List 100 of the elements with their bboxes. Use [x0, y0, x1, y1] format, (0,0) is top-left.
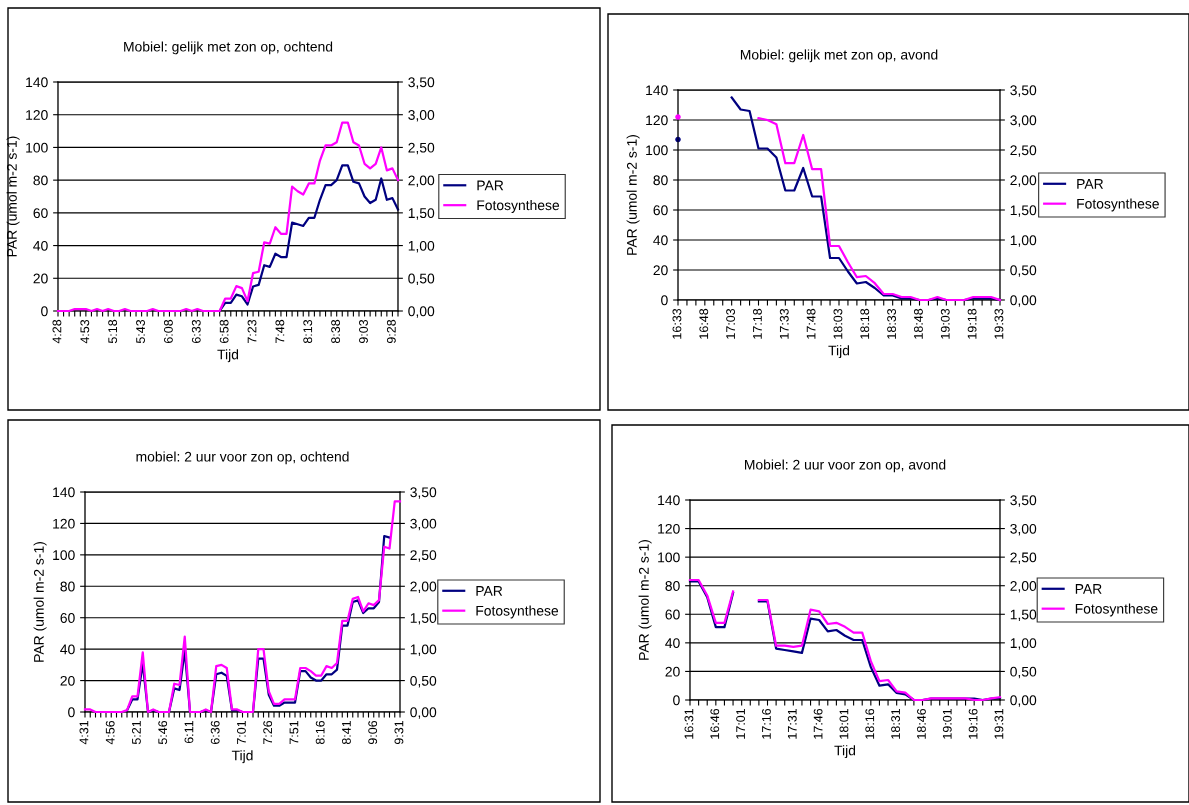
x-axis-title: Tijd: [828, 345, 850, 359]
y-tick-label: 0: [68, 707, 75, 718]
chart-title: Mobiel: 2 uur voor zon op, avond: [745, 459, 946, 473]
y2-tick-label: 1,00: [408, 240, 435, 253]
y2-tick-label: 3,50: [1010, 85, 1037, 97]
y2-tick-label: 3,50: [1010, 495, 1037, 507]
y-tick-label: 100: [53, 550, 75, 561]
y2-tick-label: 1,50: [410, 613, 437, 625]
y-tick-label: 20: [653, 265, 668, 276]
x-tick-label: 18:46: [917, 708, 926, 739]
y-tick-label: 40: [33, 240, 48, 251]
x-tick-label: 19:01: [942, 708, 952, 739]
x-tick-label: 6:11: [184, 720, 194, 744]
x-tick-label: 8:16: [315, 720, 325, 745]
y-axis-title: PAR (umol m-2 s-1): [6, 136, 20, 257]
x-tick-label: 6:33: [191, 319, 201, 344]
x-tick-label: 18:31: [891, 708, 901, 739]
x-tick-label: 17:18: [753, 308, 762, 339]
y-tick-label: 0: [661, 295, 668, 306]
chart-title: mobiel: 2 uur voor zon op, ochtend: [136, 451, 349, 465]
x-tick-label: 8:13: [303, 319, 313, 344]
x-tick-label: 7:26: [263, 720, 273, 745]
x-tick-label: 17:48: [806, 308, 816, 339]
y-axis-title: PAR (umol m-2 s-1): [626, 135, 640, 255]
x-tick-label: 6:58: [219, 319, 229, 344]
y-axis-title: PAR (umol m-2 s-1): [33, 542, 47, 662]
y-tick-label: 120: [26, 110, 48, 120]
y-tick-label: 20: [665, 666, 680, 677]
y2-tick-label: 1,00: [410, 644, 437, 656]
legend-label: Fotosynthese: [476, 605, 559, 619]
y-tick-label: 100: [26, 142, 48, 153]
y-tick-label: 140: [53, 487, 75, 498]
y2-tick-label: 2,00: [410, 581, 437, 594]
y2-tick-label: 2,50: [1010, 552, 1037, 564]
x-axis-title: Tijd: [231, 750, 253, 764]
y-tick-label: 20: [60, 675, 75, 686]
y2-tick-label: 0,50: [1010, 666, 1037, 679]
y2-tick-label: 1,50: [1010, 609, 1037, 622]
x-tick-label: 7:23: [247, 319, 257, 344]
x-tick-label: 4:28: [52, 319, 62, 344]
y-tick-label: 120: [646, 115, 668, 126]
x-tick-label: 7:48: [275, 319, 285, 344]
legend-label: Fotosynthese: [1075, 603, 1158, 617]
y-tick-label: 60: [60, 613, 75, 623]
y2-tick-label: 2,00: [408, 175, 435, 187]
y-tick-label: 40: [653, 235, 668, 246]
x-tick-label: 18:03: [833, 308, 843, 339]
x-tick-label: 4:53: [80, 319, 90, 344]
chart-title: Mobiel: gelijk met zon op, ochtend: [124, 41, 333, 55]
legend-label: PAR: [476, 586, 503, 596]
y2-tick-label: 3,50: [408, 77, 435, 89]
x-axis-title: Tijd: [217, 349, 239, 363]
x-tick-label: 18:48: [914, 308, 923, 339]
y-tick-label: 100: [658, 552, 680, 563]
x-tick-label: 17:16: [762, 708, 771, 739]
x-tick-label: 16:33: [672, 308, 682, 339]
x-tick-label: 8:41: [342, 720, 351, 745]
x-tick-label: 5:21: [132, 720, 141, 745]
y-tick-label: 120: [658, 523, 680, 534]
y-axis-title: PAR (umol m-2 s-1): [638, 540, 652, 660]
x-tick-label: 17:03: [726, 308, 736, 339]
x-tick-label: 7:51: [289, 720, 299, 745]
y2-tick-label: 3,00: [1010, 523, 1037, 536]
y-tick-label: 140: [646, 85, 668, 96]
y2-tick-label: 3,00: [410, 518, 437, 531]
x-tick-label: 9:28: [386, 319, 396, 344]
y-tick-label: 60: [33, 208, 48, 219]
x-tick-label: 8:38: [331, 319, 341, 344]
y2-tick-label: 2,00: [1010, 175, 1037, 187]
y-tick-label: 40: [60, 644, 75, 655]
x-tick-label: 18:01: [839, 708, 849, 739]
y-tick-label: 80: [60, 581, 75, 592]
y2-tick-label: 1,50: [408, 208, 435, 220]
y2-tick-label: 0,50: [410, 675, 437, 688]
x-tick-label: 19:03: [940, 308, 950, 339]
y-tick-label: 0: [673, 695, 680, 706]
x-tick-label: 9:31: [394, 720, 404, 745]
y2-tick-label: 0,00: [408, 306, 435, 318]
x-tick-label: 5:18: [108, 319, 118, 344]
y-tick-label: 40: [665, 638, 680, 649]
x-tick-label: 16:46: [710, 708, 720, 739]
y2-tick-label: 2,50: [408, 142, 435, 155]
x-tick-label: 5:46: [158, 720, 168, 745]
x-tick-label: 18:18: [860, 308, 870, 339]
y2-tick-label: 2,00: [1010, 581, 1037, 593]
y2-tick-label: 1,50: [1010, 205, 1037, 217]
x-tick-label: 6:36: [210, 720, 220, 745]
legend-label: PAR: [1075, 584, 1102, 594]
y-tick-label: 80: [33, 175, 48, 186]
x-tick-label: 16:31: [684, 708, 694, 739]
x-tick-label: 19:33: [994, 308, 1004, 339]
x-tick-label: 18:33: [887, 308, 897, 339]
legend-label: Fotosynthese: [1077, 198, 1159, 212]
legend-label: PAR: [1077, 179, 1104, 189]
y-tick-label: 60: [665, 609, 680, 620]
x-tick-label: 4:31: [79, 720, 89, 745]
x-tick-label: 6:08: [163, 319, 173, 344]
x-tick-label: 9:03: [359, 319, 368, 344]
x-tick-label: 17:46: [813, 708, 823, 739]
x-tick-label: 5:43: [136, 319, 145, 344]
